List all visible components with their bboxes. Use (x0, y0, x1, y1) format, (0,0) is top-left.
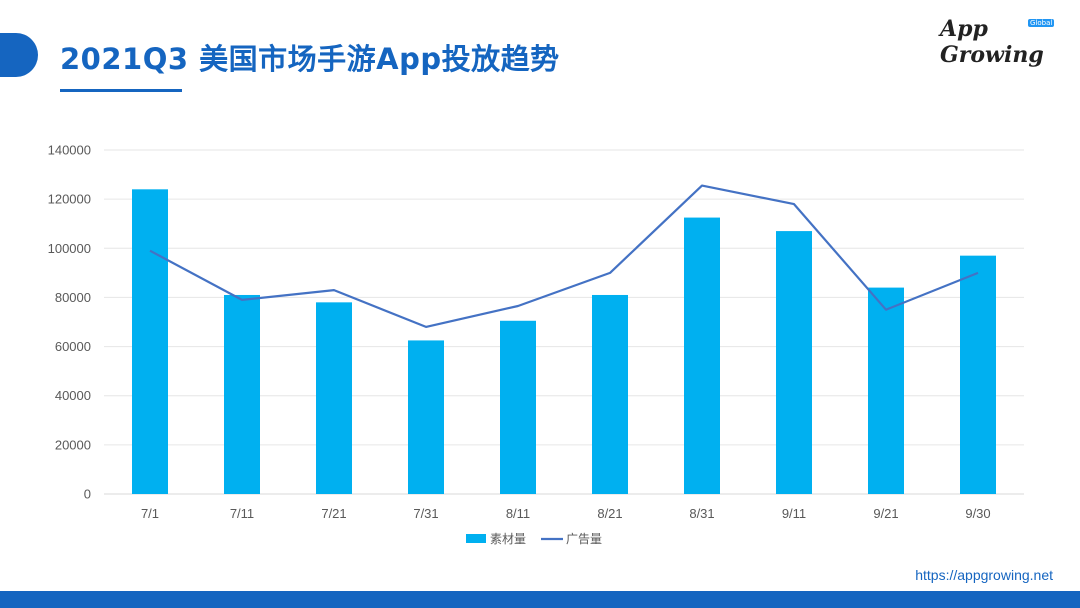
title-accent-tab (0, 33, 38, 77)
logo-text: App Growing (940, 16, 1044, 68)
bar-7-31 (408, 340, 444, 494)
bar-7-11 (224, 294, 260, 494)
x-tick-label: 9/30 (965, 506, 990, 521)
appgrowing-logo[interactable]: App Growing Global (940, 16, 1080, 68)
y-tick-label: 60000 (55, 339, 91, 354)
logo-global-badge: Global (1028, 19, 1055, 27)
bar-7-1 (132, 189, 168, 495)
title-underline (60, 89, 182, 92)
x-tick-label: 8/31 (689, 506, 714, 521)
bar-8-21 (592, 294, 628, 494)
y-tick-label: 20000 (55, 437, 91, 452)
bar-8-31 (684, 217, 720, 495)
x-tick-label: 8/11 (506, 506, 530, 521)
x-tick-label: 8/21 (597, 506, 622, 521)
y-tick-label: 80000 (55, 290, 91, 305)
legend-label-bar: 素材量 (490, 532, 526, 546)
x-tick-label: 9/11 (782, 506, 806, 521)
y-tick-label: 40000 (55, 388, 91, 403)
footer-url-link[interactable]: https://appgrowing.net (915, 567, 1053, 583)
trend-chart: 0 20000 40000 60000 80000 100000 120000 140000 7… (48, 143, 1024, 546)
x-tick-label: 9/21 (873, 506, 898, 521)
footer-bar (0, 591, 1080, 608)
x-tick-label: 7/21 (321, 506, 346, 521)
bar-9-11 (776, 231, 812, 494)
y-tick-label: 140000 (48, 143, 91, 158)
bar-7-21 (316, 302, 352, 494)
legend-label-line: 广告量 (566, 532, 602, 546)
bar-8-11 (500, 320, 536, 494)
y-tick-label: 120000 (48, 192, 91, 207)
x-tick-label: 7/1 (141, 506, 159, 521)
bar-9-21 (868, 287, 904, 494)
x-tick-label: 7/11 (230, 506, 254, 521)
legend-swatch-bar (466, 534, 486, 543)
line-series-ad-volume (149, 184, 979, 328)
page-title: 2021Q3 美国市场手游App投放趋势 (60, 42, 560, 76)
y-tick-label: 100000 (48, 241, 91, 256)
y-tick-label: 0 (84, 487, 91, 502)
bar-9-30 (960, 255, 996, 494)
x-tick-label: 7/31 (413, 506, 438, 521)
